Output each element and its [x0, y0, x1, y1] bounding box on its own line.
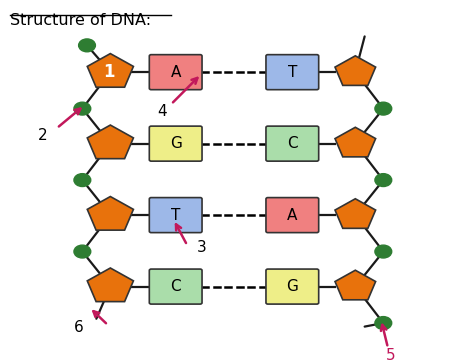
Text: A: A — [287, 207, 298, 223]
FancyBboxPatch shape — [149, 269, 202, 304]
Polygon shape — [335, 199, 376, 228]
Text: C: C — [287, 136, 298, 151]
Text: G: G — [170, 136, 182, 151]
Circle shape — [375, 174, 392, 186]
Polygon shape — [87, 268, 133, 302]
FancyBboxPatch shape — [266, 269, 319, 304]
FancyBboxPatch shape — [149, 55, 202, 90]
Text: 5: 5 — [386, 348, 395, 363]
FancyBboxPatch shape — [149, 126, 202, 161]
Text: G: G — [286, 279, 298, 294]
FancyBboxPatch shape — [149, 198, 202, 233]
Text: 1: 1 — [104, 63, 115, 81]
Polygon shape — [335, 56, 376, 86]
Text: Structure of DNA:: Structure of DNA: — [10, 13, 151, 28]
Text: A: A — [170, 65, 181, 80]
Text: 3: 3 — [197, 240, 206, 255]
Circle shape — [74, 174, 91, 186]
Text: 2: 2 — [38, 128, 47, 143]
FancyBboxPatch shape — [266, 126, 319, 161]
Text: C: C — [170, 279, 181, 294]
Polygon shape — [335, 127, 376, 157]
Circle shape — [74, 245, 91, 258]
Circle shape — [79, 39, 95, 52]
FancyBboxPatch shape — [266, 55, 319, 90]
FancyBboxPatch shape — [266, 198, 319, 233]
Circle shape — [375, 317, 392, 329]
Text: 4: 4 — [157, 104, 167, 119]
Polygon shape — [87, 125, 133, 159]
Circle shape — [375, 102, 392, 115]
Circle shape — [74, 102, 91, 115]
Circle shape — [375, 245, 392, 258]
Polygon shape — [87, 197, 133, 230]
Text: 6: 6 — [74, 320, 83, 335]
Polygon shape — [335, 270, 376, 300]
Text: T: T — [288, 65, 297, 80]
Text: T: T — [171, 207, 180, 223]
Polygon shape — [87, 54, 133, 87]
